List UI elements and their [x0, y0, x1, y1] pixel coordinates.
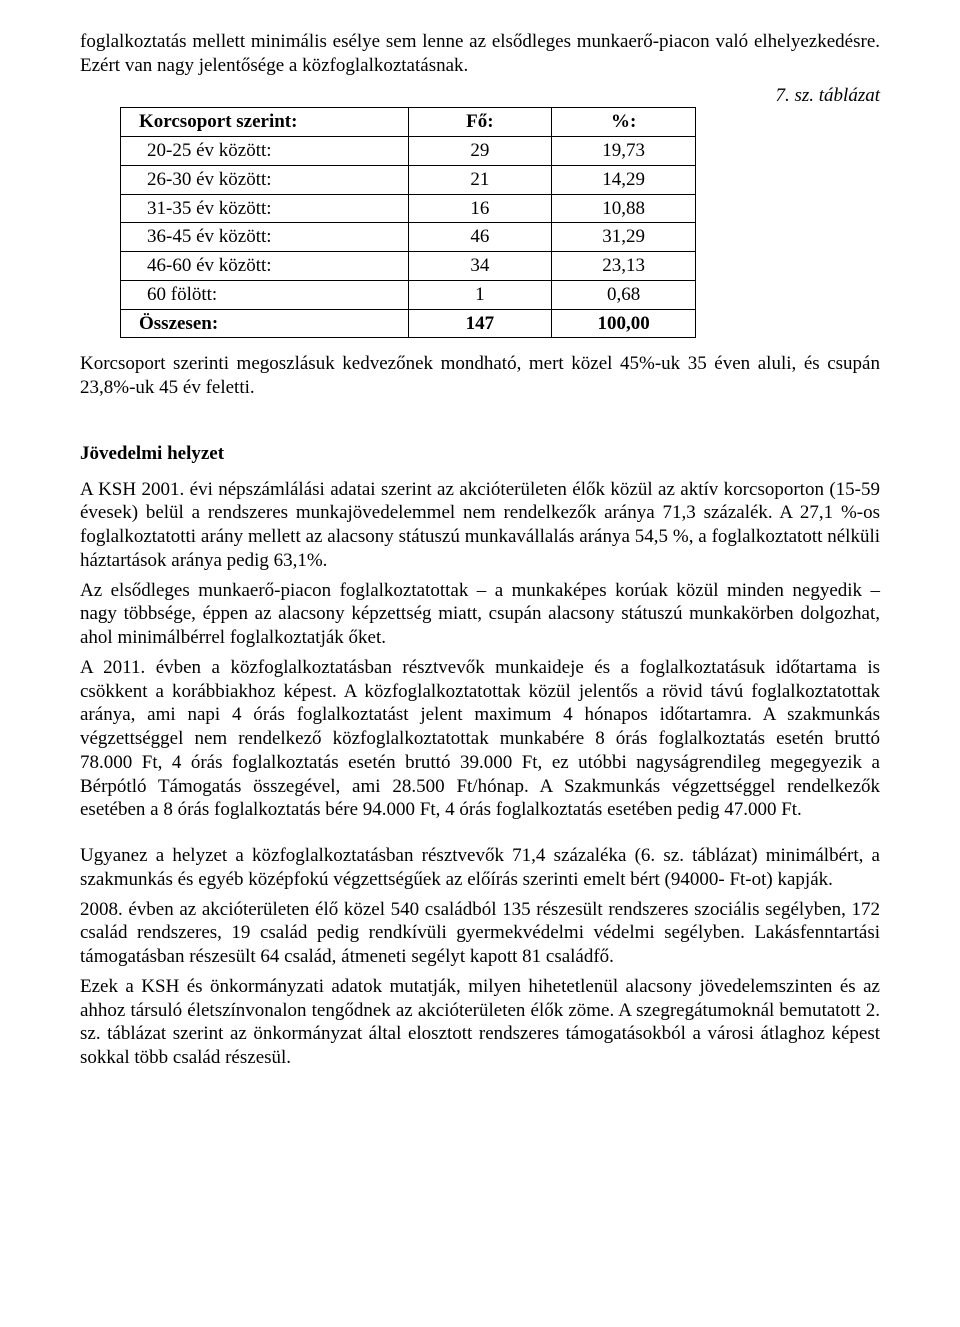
table-row: 26-30 év között:2114,29	[121, 165, 696, 194]
cell-pct: 19,73	[552, 137, 696, 166]
cell-total-label: Összesen:	[121, 309, 409, 338]
cell-count: 16	[408, 194, 552, 223]
income-heading: Jövedelmi helyzet	[80, 442, 880, 466]
col-header-pct: %:	[552, 108, 696, 137]
table-row: 36-45 év között:4631,29	[121, 223, 696, 252]
table-row: 46-60 év között:3423,13	[121, 252, 696, 281]
income-p6: Ezek a KSH és önkormányzati adatok mutat…	[80, 975, 880, 1070]
spacer	[80, 406, 880, 422]
cell-count: 34	[408, 252, 552, 281]
cell-label: 31-35 év között:	[121, 194, 409, 223]
cell-pct: 23,13	[552, 252, 696, 281]
table-body: 20-25 év között:2919,7326-30 év között:2…	[121, 137, 696, 338]
age-group-table: Korcsoport szerint: Fő: %: 20-25 év közö…	[120, 107, 696, 338]
table-row: 20-25 év között:2919,73	[121, 137, 696, 166]
cell-pct: 31,29	[552, 223, 696, 252]
cell-count: 1	[408, 280, 552, 309]
cell-label: 46-60 év között:	[121, 252, 409, 281]
cell-label: 36-45 év között:	[121, 223, 409, 252]
table-row: 60 fölött:10,68	[121, 280, 696, 309]
col-header-count: Fő:	[408, 108, 552, 137]
cell-pct: 0,68	[552, 280, 696, 309]
cell-total-count: 147	[408, 309, 552, 338]
income-p1: A KSH 2001. évi népszámlálási adatai sze…	[80, 478, 880, 573]
table-header-row: Korcsoport szerint: Fő: %:	[121, 108, 696, 137]
after-table-paragraph: Korcsoport szerinti megoszlásuk kedvezőn…	[80, 352, 880, 400]
cell-count: 21	[408, 165, 552, 194]
intro-paragraph: foglalkoztatás mellett minimális esélye …	[80, 30, 880, 78]
income-p5: 2008. évben az akcióterületen élő közel …	[80, 898, 880, 969]
cell-count: 29	[408, 137, 552, 166]
cell-label: 26-30 év között:	[121, 165, 409, 194]
income-p2: Az elsődleges munkaerő-piacon foglalkozt…	[80, 579, 880, 650]
spacer	[80, 828, 880, 844]
cell-label: 60 fölött:	[121, 280, 409, 309]
table-row-total: Összesen:147100,00	[121, 309, 696, 338]
document-page: foglalkoztatás mellett minimális esélye …	[0, 0, 960, 1327]
table-caption: 7. sz. táblázat	[80, 84, 880, 108]
cell-pct: 10,88	[552, 194, 696, 223]
income-p4: Ugyanez a helyzet a közfoglalkoztatásban…	[80, 844, 880, 892]
cell-count: 46	[408, 223, 552, 252]
table-row: 31-35 év között:1610,88	[121, 194, 696, 223]
col-header-group: Korcsoport szerint:	[121, 108, 409, 137]
cell-pct: 14,29	[552, 165, 696, 194]
cell-label: 20-25 év között:	[121, 137, 409, 166]
income-p3: A 2011. évben a közfoglalkoztatásban rés…	[80, 656, 880, 822]
cell-total-pct: 100,00	[552, 309, 696, 338]
